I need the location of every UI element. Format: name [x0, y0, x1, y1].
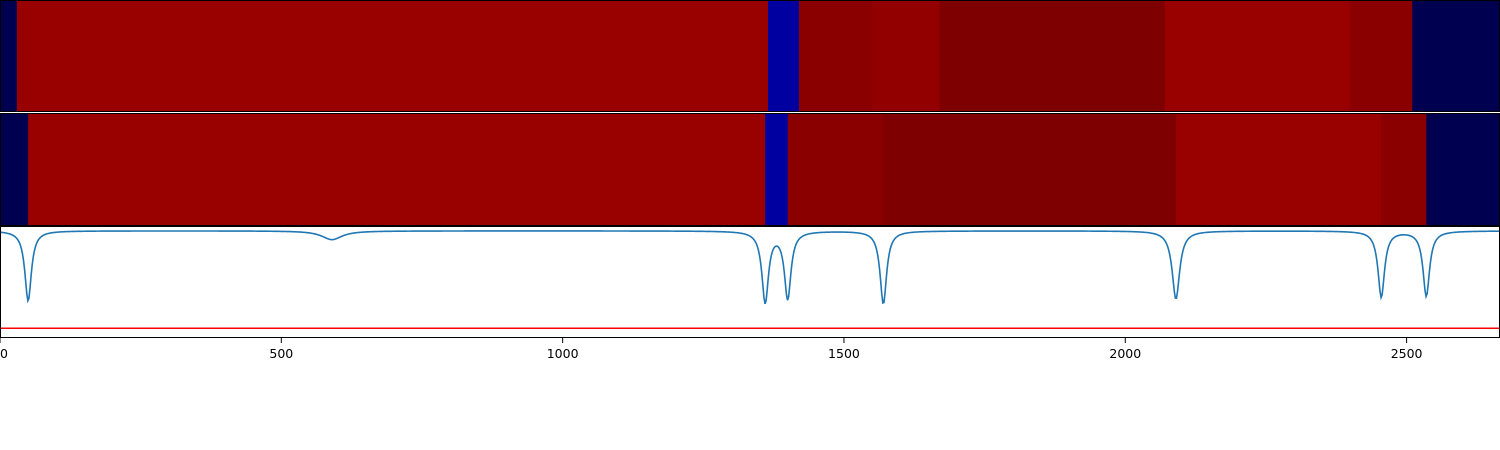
strip-middle-segment-6 [1381, 113, 1427, 226]
bottom-line-plot [0, 226, 1500, 338]
strip-top-segment-8 [1412, 0, 1500, 112]
strip-middle-segment-5 [1175, 113, 1382, 226]
x-tick-label-500: 500 [269, 346, 293, 361]
top-heatmap-strip [0, 0, 1500, 112]
x-tick-label-2500: 2500 [1391, 346, 1423, 361]
strip-top-segment-5 [939, 0, 1166, 112]
strip-middle-segment-7 [1426, 113, 1500, 226]
x-tick-label-1000: 1000 [547, 346, 579, 361]
strip-top-segment-2 [768, 0, 800, 112]
strip-top-segment-6 [1164, 0, 1351, 112]
strip-top-segment-0 [0, 0, 18, 112]
x-tick-label-0: 0 [0, 346, 8, 361]
strip-top-segment-1 [16, 0, 769, 112]
strip-top-segment-3 [798, 0, 873, 112]
x-axis: 0 500 1000 1500 2000 2500 [0, 338, 1423, 361]
strip-middle-segment-4 [883, 113, 1177, 226]
strip-top-segment-7 [1350, 0, 1413, 112]
strip-middle-segment-2 [765, 113, 789, 226]
strip-top-segment-4 [872, 0, 941, 112]
x-tick-label-2000: 2000 [1109, 346, 1141, 361]
strip-middle-segment-3 [787, 113, 884, 226]
middle-heatmap-strip [0, 113, 1500, 226]
plot-area-background [0, 226, 1500, 338]
x-tick-label-1500: 1500 [828, 346, 860, 361]
strip-middle-segment-0 [0, 113, 29, 226]
strip-middle-segment-1 [28, 113, 766, 226]
series-line-blue [0, 230, 1500, 305]
